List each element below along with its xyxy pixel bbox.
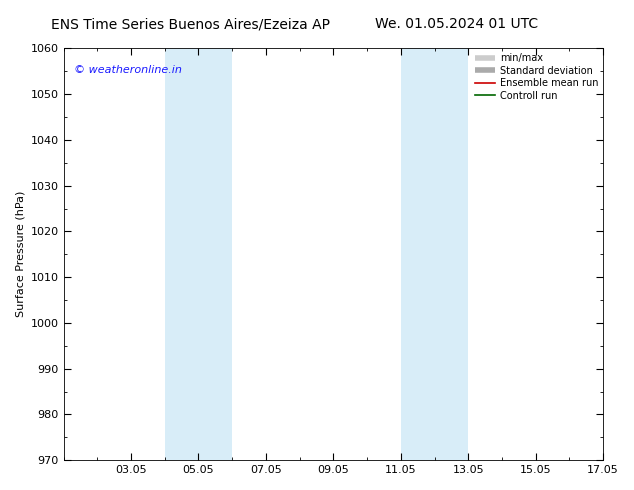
Text: ENS Time Series Buenos Aires/Ezeiza AP: ENS Time Series Buenos Aires/Ezeiza AP [51,17,330,31]
Text: © weatheronline.in: © weatheronline.in [74,65,182,75]
Bar [401,49,469,460]
Legend: min/max, Standard deviation, Ensemble mean run, Controll run: min/max, Standard deviation, Ensemble me… [474,51,600,102]
Bar [165,49,232,460]
Y-axis label: Surface Pressure (hPa): Surface Pressure (hPa) [15,191,25,318]
Text: We. 01.05.2024 01 UTC: We. 01.05.2024 01 UTC [375,17,538,31]
